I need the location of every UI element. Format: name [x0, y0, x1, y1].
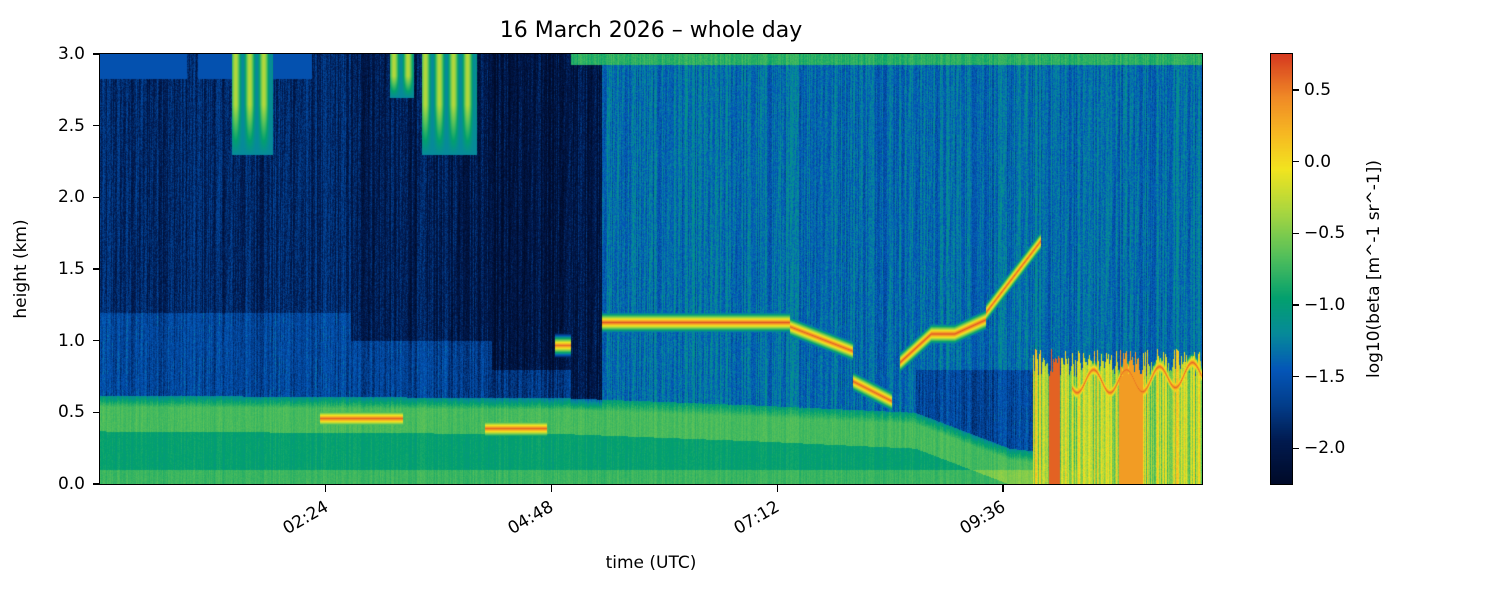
x-tick-label: 02:24: [279, 497, 332, 539]
backscatter-heatmap: [100, 54, 1202, 484]
y-tick: [93, 483, 99, 485]
colorbar-tick: [1293, 160, 1299, 163]
colorbar-tick: [1293, 89, 1299, 91]
colorbar: [1271, 54, 1292, 484]
chart-title: 16 March 2026 – whole day: [499, 18, 803, 43]
x-tick: [325, 485, 327, 492]
colorbar-tick: [1293, 375, 1299, 378]
y-tick: [93, 125, 99, 127]
y-tick-label: 0.0: [57, 474, 85, 494]
y-tick-label: 2.5: [57, 115, 85, 136]
x-tick: [776, 485, 778, 492]
y-tick-label: 3.0: [57, 44, 85, 64]
colorbar-tick-label: 0.5: [1304, 79, 1332, 100]
x-tick-label: 09:36: [956, 497, 1009, 539]
y-tick-label: 1.5: [57, 259, 85, 279]
colorbar-tick-label: −0.5: [1304, 223, 1346, 244]
colorbar-tick-label: 0.0: [1304, 151, 1332, 172]
y-tick: [93, 196, 99, 199]
x-axis-label: time (UTC): [605, 553, 697, 573]
colorbar-tick-label: −1.0: [1304, 294, 1346, 315]
y-tick-label: 2.0: [57, 187, 85, 208]
x-tick: [1002, 485, 1004, 492]
y-tick: [93, 340, 99, 342]
colorbar-tick: [1293, 447, 1299, 449]
colorbar-tick: [1293, 232, 1299, 234]
x-tick: [550, 485, 553, 492]
colorbar-tick-label: −1.5: [1304, 366, 1346, 387]
y-tick-label: 0.5: [57, 402, 85, 423]
y-axis-label: height (km): [11, 219, 31, 319]
y-tick-label: 1.0: [57, 330, 85, 351]
colorbar-label: log10(beta [m^-1 sr^-1]): [1364, 159, 1384, 379]
plot-frame: [99, 53, 1203, 485]
x-tick-label: 04:48: [505, 497, 558, 539]
y-tick: [93, 411, 99, 414]
colorbar-frame: [1270, 53, 1293, 485]
colorbar-tick: [1293, 304, 1299, 306]
y-tick: [93, 53, 99, 55]
colorbar-tick-label: −2.0: [1304, 438, 1346, 459]
x-tick-label: 07:12: [730, 497, 784, 539]
y-tick: [93, 268, 99, 270]
